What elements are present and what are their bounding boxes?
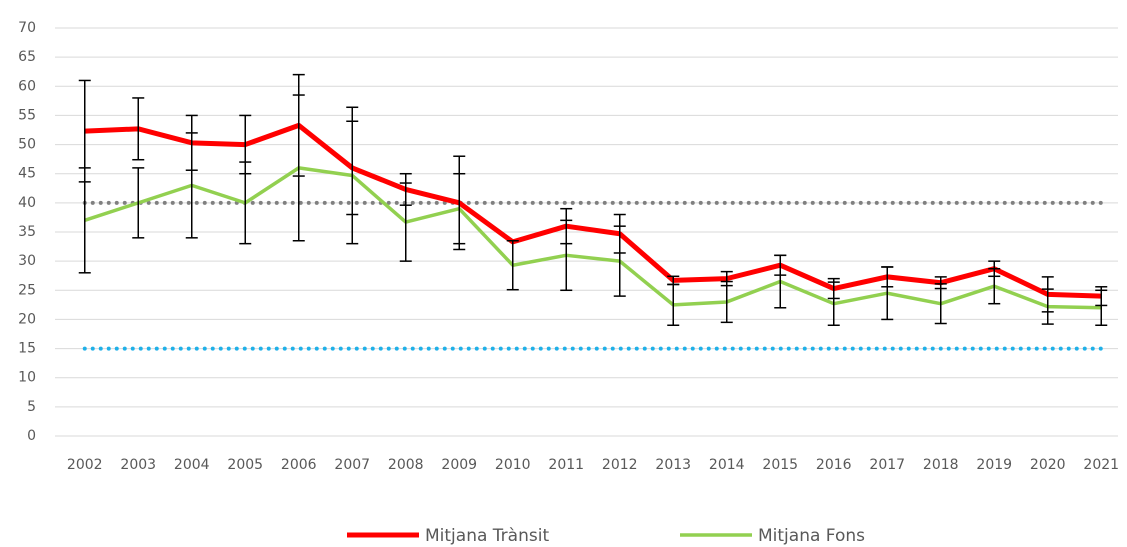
error-bar (560, 219, 573, 292)
x-tick-label: 2010 (495, 457, 531, 473)
y-tick-label: 30 (18, 253, 36, 269)
x-tick-label: 2009 (441, 457, 477, 473)
series-line (84, 122, 1102, 299)
x-tick-label: 2021 (1083, 457, 1119, 473)
error-bar (667, 283, 680, 327)
x-tick-label: 2011 (548, 457, 584, 473)
x-tick-label: 2005 (227, 457, 263, 473)
legend-label: Mitjana Fons (758, 526, 865, 546)
x-tick-label: 2004 (174, 457, 210, 473)
error-bar (346, 106, 359, 245)
error-bar (399, 182, 412, 262)
y-tick-label: 40 (18, 195, 36, 211)
y-tick-label: 50 (18, 137, 36, 153)
error-bar (185, 132, 198, 239)
x-tick-label: 2016 (816, 457, 852, 473)
x-tick-label: 2013 (655, 457, 691, 473)
error-bar (988, 267, 1001, 305)
x-tick-label: 2018 (923, 457, 959, 473)
x-tick-label: 2014 (709, 457, 745, 473)
error-bar (453, 172, 466, 245)
y-tick-label: 5 (27, 399, 36, 415)
x-tick-label: 2002 (67, 457, 103, 473)
series-line (84, 166, 1102, 310)
y-tick-label: 25 (18, 282, 36, 298)
x-tick-label: 2012 (602, 457, 638, 473)
error-bar (78, 167, 91, 274)
y-tick-label: 35 (18, 224, 36, 240)
error-bar (132, 97, 145, 161)
error-bar (774, 254, 787, 309)
y-tick-label: 45 (18, 166, 36, 182)
legend-label: Mitjana Trànsit (425, 526, 549, 546)
y-tick-label: 15 (18, 341, 36, 357)
error-bar (827, 281, 840, 327)
error-bar (506, 239, 519, 291)
y-tick-label: 20 (18, 311, 36, 327)
x-tick-label: 2003 (120, 457, 156, 473)
error-bar (1041, 288, 1054, 325)
y-tick-label: 65 (18, 49, 36, 65)
x-tick-label: 2020 (1030, 457, 1066, 473)
error-bar (132, 167, 145, 239)
error-bar (934, 283, 947, 325)
error-bar (720, 280, 733, 324)
y-tick-label: 55 (18, 107, 36, 123)
error-bar (292, 94, 305, 242)
error-bar (239, 161, 252, 245)
x-tick-label: 2015 (762, 457, 798, 473)
error-bar (881, 266, 894, 321)
x-tick-label: 2006 (281, 457, 317, 473)
y-tick-label: 0 (27, 428, 36, 444)
x-tick-label: 2007 (334, 457, 370, 473)
error-bar (613, 225, 626, 297)
y-tick-label: 10 (18, 370, 36, 386)
x-tick-label: 2017 (869, 457, 905, 473)
x-tick-label: 2008 (388, 457, 424, 473)
x-tick-label: 2019 (976, 457, 1012, 473)
y-tick-label: 70 (18, 20, 36, 36)
error-bar (1095, 289, 1108, 327)
y-tick-label: 60 (18, 78, 36, 94)
